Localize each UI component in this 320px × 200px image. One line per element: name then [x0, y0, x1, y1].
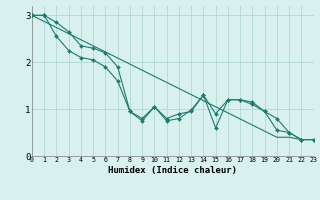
X-axis label: Humidex (Indice chaleur): Humidex (Indice chaleur) [108, 166, 237, 175]
